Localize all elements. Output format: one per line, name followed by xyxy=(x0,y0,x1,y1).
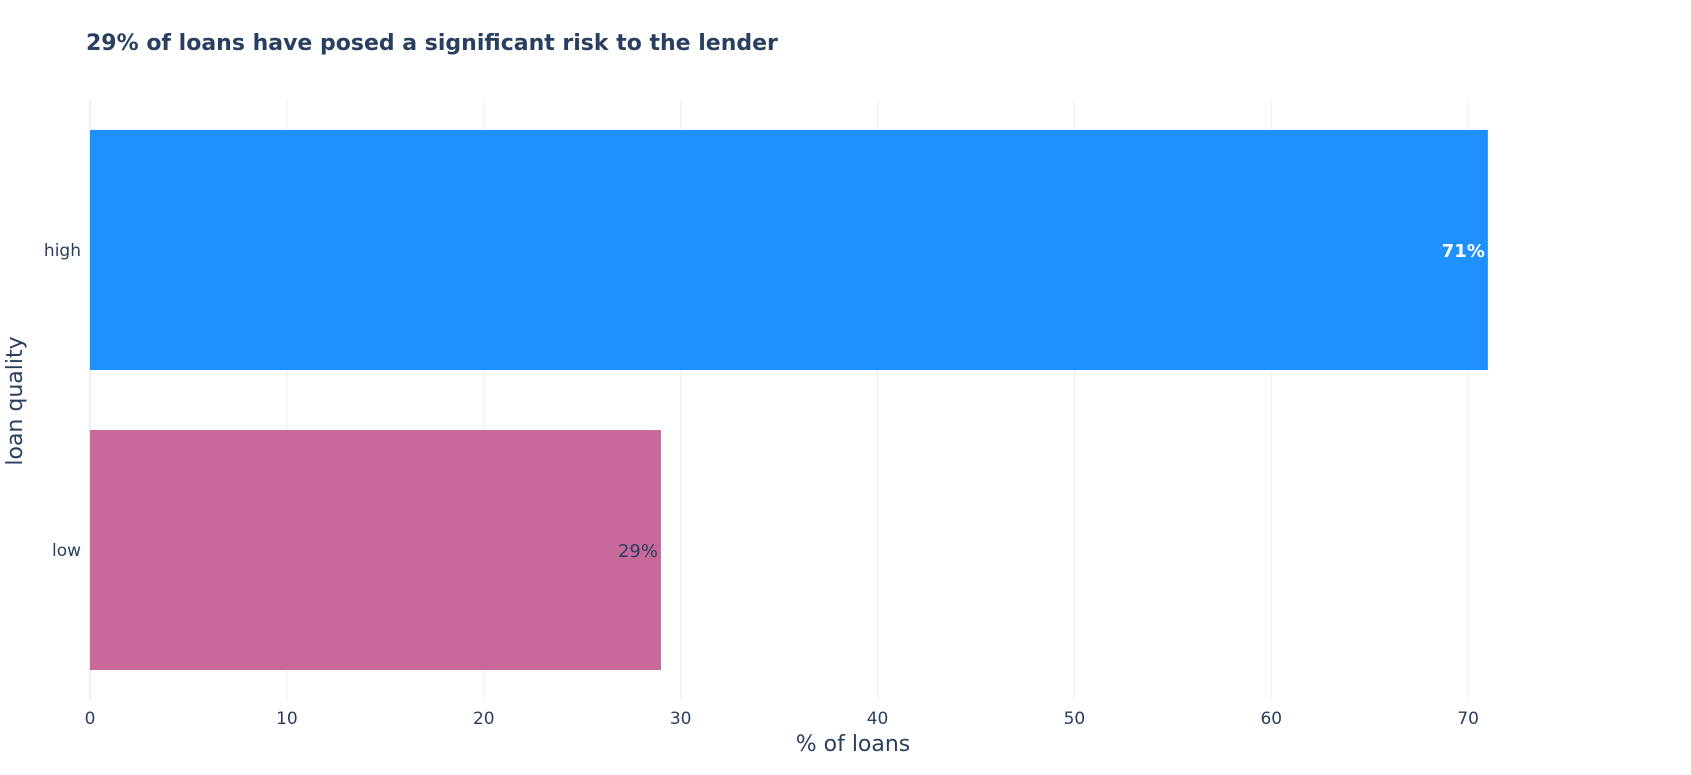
x-tick-label: 30 xyxy=(670,709,692,729)
x-tick-label: 60 xyxy=(1260,709,1282,729)
y-axis-title: loan quality xyxy=(3,336,28,465)
chart-title: 29% of loans have posed a significant ri… xyxy=(86,31,778,56)
bar-low xyxy=(90,430,661,670)
x-tick-label: 40 xyxy=(867,709,889,729)
bar-high xyxy=(90,130,1488,370)
bar-data-label: 71% xyxy=(1442,241,1485,262)
y-axis-ticks: high low xyxy=(44,241,81,561)
x-tick-label: 0 xyxy=(85,709,96,729)
x-axis-title: % of loans xyxy=(796,732,911,757)
y-tick-label: low xyxy=(52,541,81,561)
y-tick-label: high xyxy=(44,241,81,261)
x-tick-label: 10 xyxy=(276,709,298,729)
bars xyxy=(90,130,1488,670)
x-tick-label: 50 xyxy=(1064,709,1086,729)
bar-data-label: 29% xyxy=(618,541,658,562)
x-tick-label: 20 xyxy=(473,709,495,729)
x-axis-ticks: 0 10 20 30 40 50 60 70 xyxy=(85,709,1479,729)
bar-labels: 71% 29% xyxy=(618,241,1485,562)
x-tick-label: 70 xyxy=(1457,709,1479,729)
